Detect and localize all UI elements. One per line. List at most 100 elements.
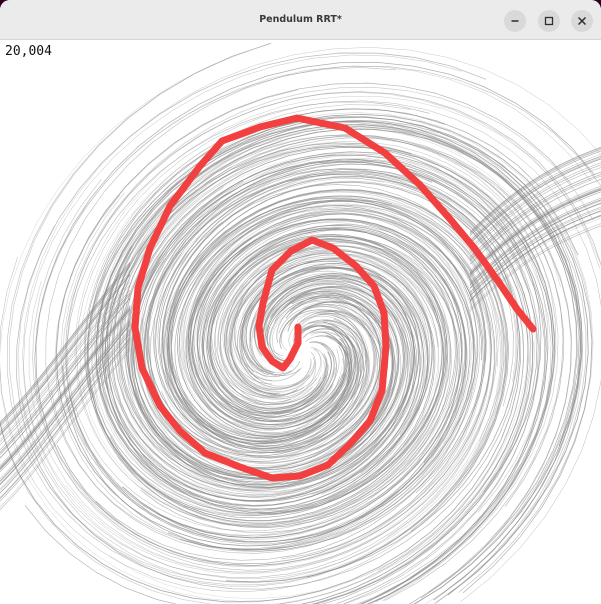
tree-edge — [168, 188, 508, 578]
tree-edge — [154, 252, 368, 454]
solution-path — [131, 114, 537, 482]
tree-edge — [469, 157, 601, 243]
tree-edge — [70, 218, 471, 543]
tree-edge — [183, 212, 475, 436]
tree-edge — [24, 175, 529, 604]
tree-edge — [469, 188, 601, 274]
close-button[interactable] — [571, 10, 593, 32]
tree-edge — [131, 183, 415, 486]
tree-edge — [0, 272, 131, 433]
tree-edge — [84, 104, 430, 516]
tree-edge — [469, 189, 601, 275]
tree-edge — [0, 309, 131, 470]
tree-edge — [469, 158, 601, 245]
tree-edge — [0, 349, 131, 510]
tree-edge — [159, 172, 534, 604]
tree-edge — [87, 120, 538, 524]
tree-edge — [84, 108, 446, 519]
tree-edge — [134, 151, 554, 604]
tree-edge — [202, 224, 467, 464]
tree-edge — [95, 224, 476, 561]
tree-edge — [241, 258, 435, 502]
tree-edge — [104, 189, 443, 512]
tree-edge — [152, 163, 546, 604]
tree-edge — [469, 148, 601, 235]
tree-edge — [0, 338, 131, 500]
tree-edge — [146, 163, 541, 604]
tree-edge — [469, 155, 601, 242]
tree-edge — [0, 269, 131, 431]
tree-edge — [0, 284, 131, 446]
tree-edge — [0, 275, 131, 436]
tree-edge — [122, 229, 463, 539]
tree-edge — [469, 153, 601, 240]
tree-edge — [149, 184, 489, 470]
tree-edge — [201, 233, 448, 515]
minimize-button[interactable] — [504, 10, 526, 32]
rrt-tree — [0, 42, 601, 604]
tree-edge — [0, 294, 131, 455]
tree-edge — [138, 275, 406, 479]
tree-edge — [0, 305, 131, 466]
tree-edge — [121, 145, 554, 604]
tree-edge — [65, 208, 491, 573]
tree-edge — [0, 340, 131, 502]
tree-edge — [79, 142, 447, 526]
tree-edge — [0, 318, 131, 480]
rrt-plot — [0, 42, 601, 604]
node-count: 20,004 — [5, 44, 52, 59]
title-bar[interactable]: Pendulum RRT* — [0, 0, 601, 40]
tree-edge — [469, 149, 601, 235]
tree-edge — [469, 210, 601, 296]
tree-edge — [0, 328, 131, 490]
tree-edge — [469, 215, 601, 301]
tree-edge — [0, 346, 131, 508]
tree-edge — [469, 208, 601, 294]
tree-edge — [66, 86, 594, 532]
tree-edge — [469, 179, 601, 265]
tree-edge — [179, 242, 460, 550]
tree-edge — [167, 218, 474, 551]
tree-edge — [87, 108, 540, 514]
tree-edge — [0, 306, 131, 468]
tree-edge — [163, 197, 487, 458]
tree-edge — [249, 272, 413, 444]
maximize-icon — [544, 16, 554, 26]
tree-edge — [0, 279, 131, 440]
tree-edge — [0, 266, 131, 427]
tree-edge — [56, 89, 468, 547]
tree-edge — [209, 240, 439, 414]
maximize-button[interactable] — [538, 10, 560, 32]
tree-edge — [87, 116, 583, 604]
minimize-icon — [510, 16, 520, 26]
tree-edge — [469, 150, 601, 237]
tree-edge — [164, 190, 504, 537]
tree-edge — [0, 337, 131, 499]
window-title: Pendulum RRT* — [259, 14, 342, 25]
tree-edge — [469, 187, 601, 273]
tree-edge — [469, 206, 601, 293]
tree-edge — [0, 321, 131, 483]
tree-edge — [469, 175, 601, 262]
tree-edge — [194, 218, 472, 444]
tree-edge — [101, 245, 416, 502]
tree-edge — [0, 309, 131, 471]
tree-edge — [0, 311, 131, 473]
tree-edge — [469, 167, 601, 253]
tree-edge — [469, 223, 601, 309]
tree-edge — [469, 202, 601, 289]
tree-edge — [469, 185, 601, 272]
tree-edge — [469, 189, 601, 276]
tree-edge — [0, 289, 131, 451]
tree-edge — [0, 273, 131, 435]
tree-edge — [104, 142, 447, 514]
tree-edge — [160, 229, 386, 459]
tree-edge — [54, 194, 479, 553]
tree-edge — [0, 308, 131, 469]
tree-edge — [0, 292, 131, 453]
tree-edge — [148, 160, 547, 599]
tree-edge — [76, 100, 601, 603]
tree-edge — [469, 225, 601, 312]
tree-edge — [119, 144, 555, 604]
